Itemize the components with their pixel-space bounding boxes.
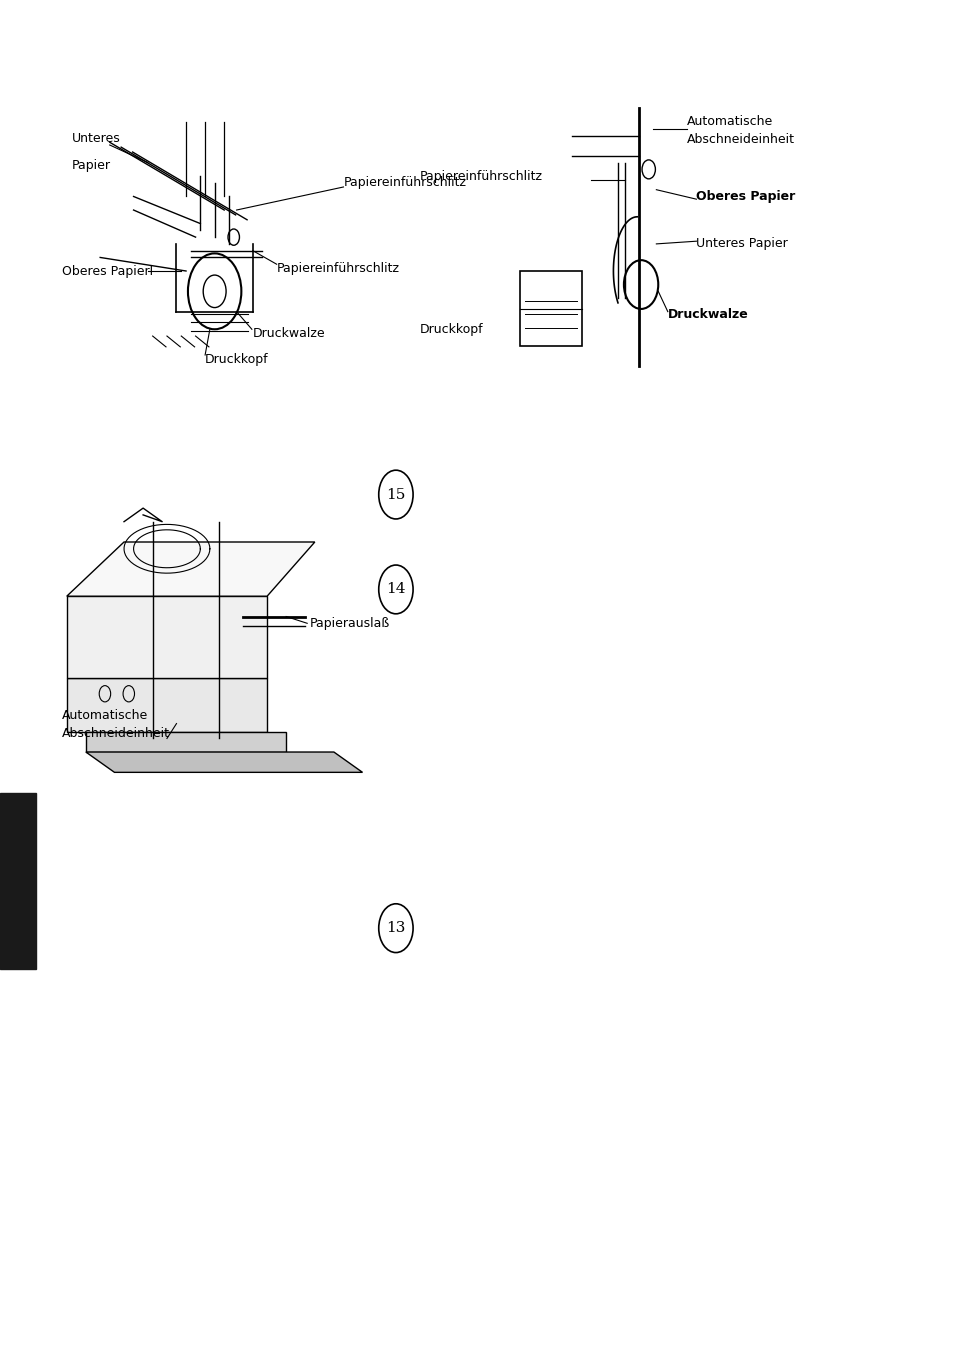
Text: 14: 14 — [386, 583, 405, 596]
Text: Oberes Papierl: Oberes Papierl — [62, 264, 153, 278]
Text: Papiereinführschlitz: Papiereinführschlitz — [419, 169, 542, 183]
Text: Unteres: Unteres — [71, 131, 120, 145]
Bar — [0, 793, 36, 969]
Text: Automatische: Automatische — [686, 115, 772, 129]
Text: Papier: Papier — [71, 159, 111, 172]
Text: Abschneideinheit: Abschneideinheit — [686, 133, 794, 146]
Text: Automatische: Automatische — [62, 709, 148, 722]
Polygon shape — [86, 732, 286, 752]
Polygon shape — [67, 678, 267, 732]
Polygon shape — [67, 542, 314, 596]
Text: 15: 15 — [386, 488, 405, 501]
Text: Papiereinführschlitz: Papiereinführschlitz — [276, 262, 399, 275]
Text: Druckwalze: Druckwalze — [253, 327, 325, 340]
Text: Papiereinführschlitz: Papiereinführschlitz — [343, 176, 466, 190]
Bar — [519, 271, 581, 346]
Text: Papierauslaß: Papierauslaß — [310, 617, 390, 630]
Text: Oberes Papier: Oberes Papier — [696, 190, 795, 203]
Polygon shape — [67, 596, 267, 678]
Text: Abschneideinheit: Abschneideinheit — [62, 726, 170, 740]
Text: Druckkopf: Druckkopf — [205, 352, 269, 366]
Text: Druckwalze: Druckwalze — [667, 308, 748, 321]
Text: 13: 13 — [386, 921, 405, 935]
Text: Druckkopf: Druckkopf — [419, 322, 483, 336]
Text: Unteres Papier: Unteres Papier — [696, 237, 787, 251]
Polygon shape — [86, 752, 362, 772]
